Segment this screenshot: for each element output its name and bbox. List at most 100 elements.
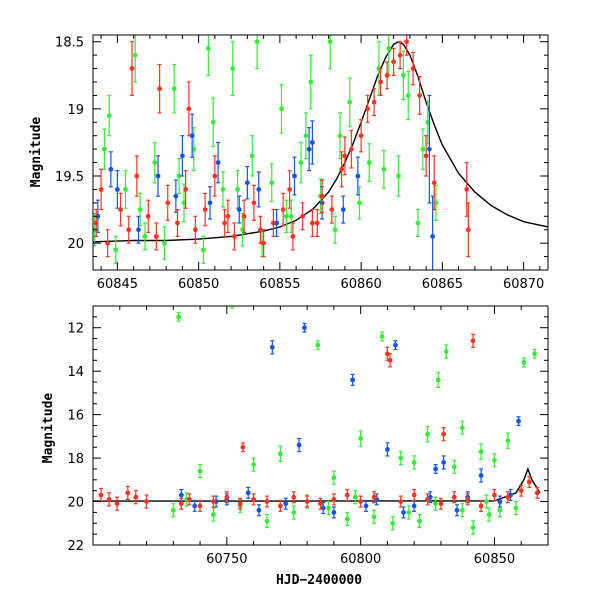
bottom-series-blue [178, 322, 521, 519]
top-green-point [347, 99, 353, 105]
top-green-point [254, 39, 260, 45]
top-red-point [358, 133, 364, 139]
top-red-point [157, 86, 163, 92]
bottom-red-point [505, 494, 511, 500]
top-green-point [210, 119, 216, 125]
top-red-point [202, 207, 208, 212]
bottom-green-point [459, 425, 465, 431]
bottom-xtick-label: 60800 [340, 552, 381, 567]
top-series-green [93, 35, 439, 264]
bottom-green-point [358, 436, 364, 441]
bottom-green-point [417, 518, 422, 524]
bottom-green-point [197, 468, 203, 474]
top-red-point [118, 207, 124, 212]
bottom-red-point [237, 501, 243, 507]
top-plot-area [93, 35, 548, 270]
bottom-green-point [379, 334, 385, 339]
top-red-point [153, 234, 159, 239]
top-green-point [235, 187, 241, 192]
top-blue-point [292, 173, 297, 179]
top-red-point [329, 207, 335, 212]
bottom-red-point [178, 501, 184, 507]
top-blue-point [155, 173, 161, 179]
bottom-green-point [492, 457, 497, 463]
bottom-green-point [170, 507, 176, 513]
bottom-red-point [211, 499, 216, 504]
bottom-blue-point [350, 377, 356, 383]
top-green-point [171, 86, 177, 92]
bottom-green-point [433, 501, 438, 507]
bottom-blue-point [433, 466, 438, 472]
top-red-point [183, 187, 189, 192]
top-blue-point [306, 146, 312, 152]
top-series-blue [95, 94, 436, 270]
bottom-green-point [435, 377, 441, 383]
bottom-blue-point [393, 342, 398, 348]
top-green-point [205, 46, 211, 51]
bottom-xtick-label: 60750 [206, 552, 247, 567]
top-red-point [417, 93, 423, 98]
bottom-blue-point [516, 418, 521, 424]
top-xtick-label: 60845 [97, 277, 138, 292]
bottom-blue-point [245, 490, 251, 496]
bottom-red-point [144, 499, 149, 504]
bottom-green-point [264, 518, 270, 524]
bottom-red-point [441, 431, 447, 437]
bottom-green-point [497, 507, 503, 513]
bottom-blue-point [441, 460, 447, 465]
bottom-green-point [390, 520, 396, 526]
top-red-point [404, 39, 410, 45]
bottom-red-point [344, 492, 350, 498]
bottom-red-point [186, 496, 192, 502]
bottom-green-point [211, 512, 216, 517]
bottom-blue-point [331, 510, 337, 515]
top-red-point [231, 234, 237, 239]
bottom-ylabel: Magnitude [41, 393, 56, 464]
bottom-blue-point [256, 507, 262, 513]
bottom-blue-point [411, 503, 417, 509]
bottom-green-point [478, 449, 484, 454]
bottom-xtick-label: 60850 [474, 552, 515, 567]
top-blue-point [256, 187, 262, 192]
top-blue-point [430, 234, 436, 239]
bottom-ytick-label: 18 [67, 452, 84, 467]
top-ytick-label: 19.5 [55, 170, 84, 185]
bottom-red-point [425, 496, 430, 502]
bottom-green-point [425, 431, 430, 437]
bottom-green-point [532, 351, 538, 357]
top-red-point [251, 200, 257, 206]
bottom-green-point [486, 512, 492, 517]
bottom-red-point [534, 490, 540, 496]
bottom-green-point [470, 525, 476, 531]
bottom-red-point [304, 499, 310, 504]
top-red-point [280, 207, 286, 212]
top-green-point [366, 160, 372, 165]
top-blue-point [340, 207, 346, 212]
top-blue-point [309, 140, 315, 145]
top-ytick-label: 18.5 [55, 36, 84, 51]
top-green-point [220, 187, 226, 192]
bottom-green-point [315, 342, 321, 348]
bottom-green-point [513, 505, 519, 511]
top-series-red [93, 35, 471, 258]
top-green-point [230, 66, 236, 71]
bottom-green-point [291, 510, 297, 515]
top-xtick-label: 60865 [422, 277, 463, 292]
bottom-red-point [106, 496, 112, 502]
top-green-point [101, 146, 107, 152]
top-green-point [337, 133, 343, 139]
bottom-red-point [465, 496, 471, 502]
top-blue-point [179, 153, 185, 159]
bottom-red-point [478, 503, 484, 509]
top-blue-point [207, 200, 213, 206]
bottom-plot-area [93, 306, 541, 535]
top-blue-point [426, 146, 432, 152]
top-blue-point [355, 173, 361, 179]
top-red-point [397, 52, 403, 58]
top-red-point [300, 213, 306, 219]
top-blue-point [108, 166, 114, 172]
top-red-point [257, 227, 263, 233]
top-red-point [290, 234, 296, 239]
top-green-point [279, 106, 284, 112]
